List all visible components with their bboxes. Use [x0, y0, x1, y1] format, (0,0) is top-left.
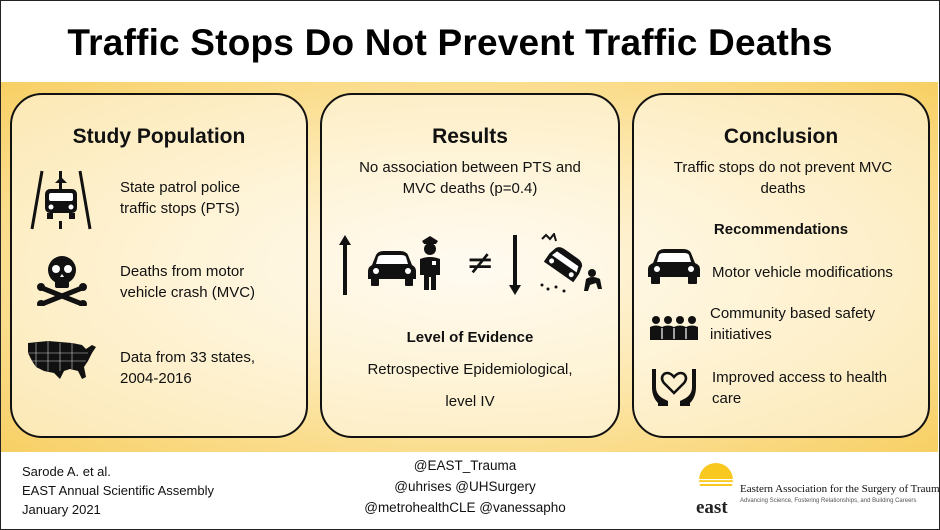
data-scope-text: Data from 33 states, 2004-2016 [120, 349, 256, 387]
down-arrow-icon [509, 235, 521, 295]
rec-vehicle-text: Motor vehicle modifications [712, 264, 893, 281]
recommendations-heading: Recommendations [713, 221, 849, 238]
citation-venue: EAST Annual Scientific Assembly [22, 483, 214, 498]
citation-date: January 2021 [22, 502, 101, 517]
evidence-heading: Level of Evidence [406, 329, 534, 346]
up-arrow-icon [339, 235, 351, 295]
not-equal-icon: ≠ [466, 243, 495, 283]
east-tagline: Advancing Science, Fostering Relationshi… [740, 498, 917, 504]
results-heading: Results [432, 125, 508, 148]
heart-hands-icon [652, 369, 696, 406]
conclusion-statement: Traffic stops do not prevent MVC deaths [673, 159, 893, 197]
handle-uh[interactable]: @uhrises @UHSurgery [394, 479, 536, 494]
results-finding: No association between PTS and MVC death… [359, 159, 581, 197]
results-card: Results No association between PTS and M… [320, 93, 620, 438]
crashed-car-icon [540, 233, 602, 293]
mvc-text: Deaths from motor vehicle crash (MVC) [120, 263, 256, 301]
conclusion-card: Conclusion Traffic stops do not prevent … [632, 93, 930, 438]
study-population-heading: Study Population [72, 125, 246, 148]
car-icon [368, 251, 416, 286]
social-handles: @EAST_Trauma @uhrises @UHSurgery @metroh… [340, 455, 590, 518]
study-population-card: Study Population State patrol police tra… [10, 93, 308, 438]
east-logo-word: east [696, 497, 728, 518]
citation: Sarode A. et al. EAST Annual Scientific … [22, 462, 214, 519]
conclusion-heading: Conclusion [723, 125, 839, 148]
east-org-name: Eastern Association for the Surgery of T… [740, 483, 940, 495]
pts-text: State patrol police traffic stops (PTS) [120, 179, 241, 217]
police-car-road-icon [30, 170, 92, 230]
handle-east[interactable]: @EAST_Trauma [413, 458, 517, 473]
rec-healthcare-text: Improved access to health care [712, 369, 888, 407]
police-officer-icon [420, 236, 440, 290]
citation-author: Sarode A. et al. [22, 464, 111, 479]
handle-metrohealth[interactable]: @metrohealthCLE @vanessapho [364, 500, 566, 515]
evidence-line-2: level IV [445, 393, 495, 410]
car-icon [648, 249, 700, 284]
east-sun-logo-icon [696, 463, 736, 500]
evidence-line-1: Retrospective Epidemiological, [367, 361, 573, 378]
page-title: Traffic Stops Do Not Prevent Traffic Dea… [67, 22, 833, 63]
us-map-icon [28, 341, 96, 379]
rec-community-text: Community based safety initiatives [710, 305, 876, 343]
skull-crossbones-icon [37, 256, 87, 306]
community-icon [650, 316, 698, 340]
